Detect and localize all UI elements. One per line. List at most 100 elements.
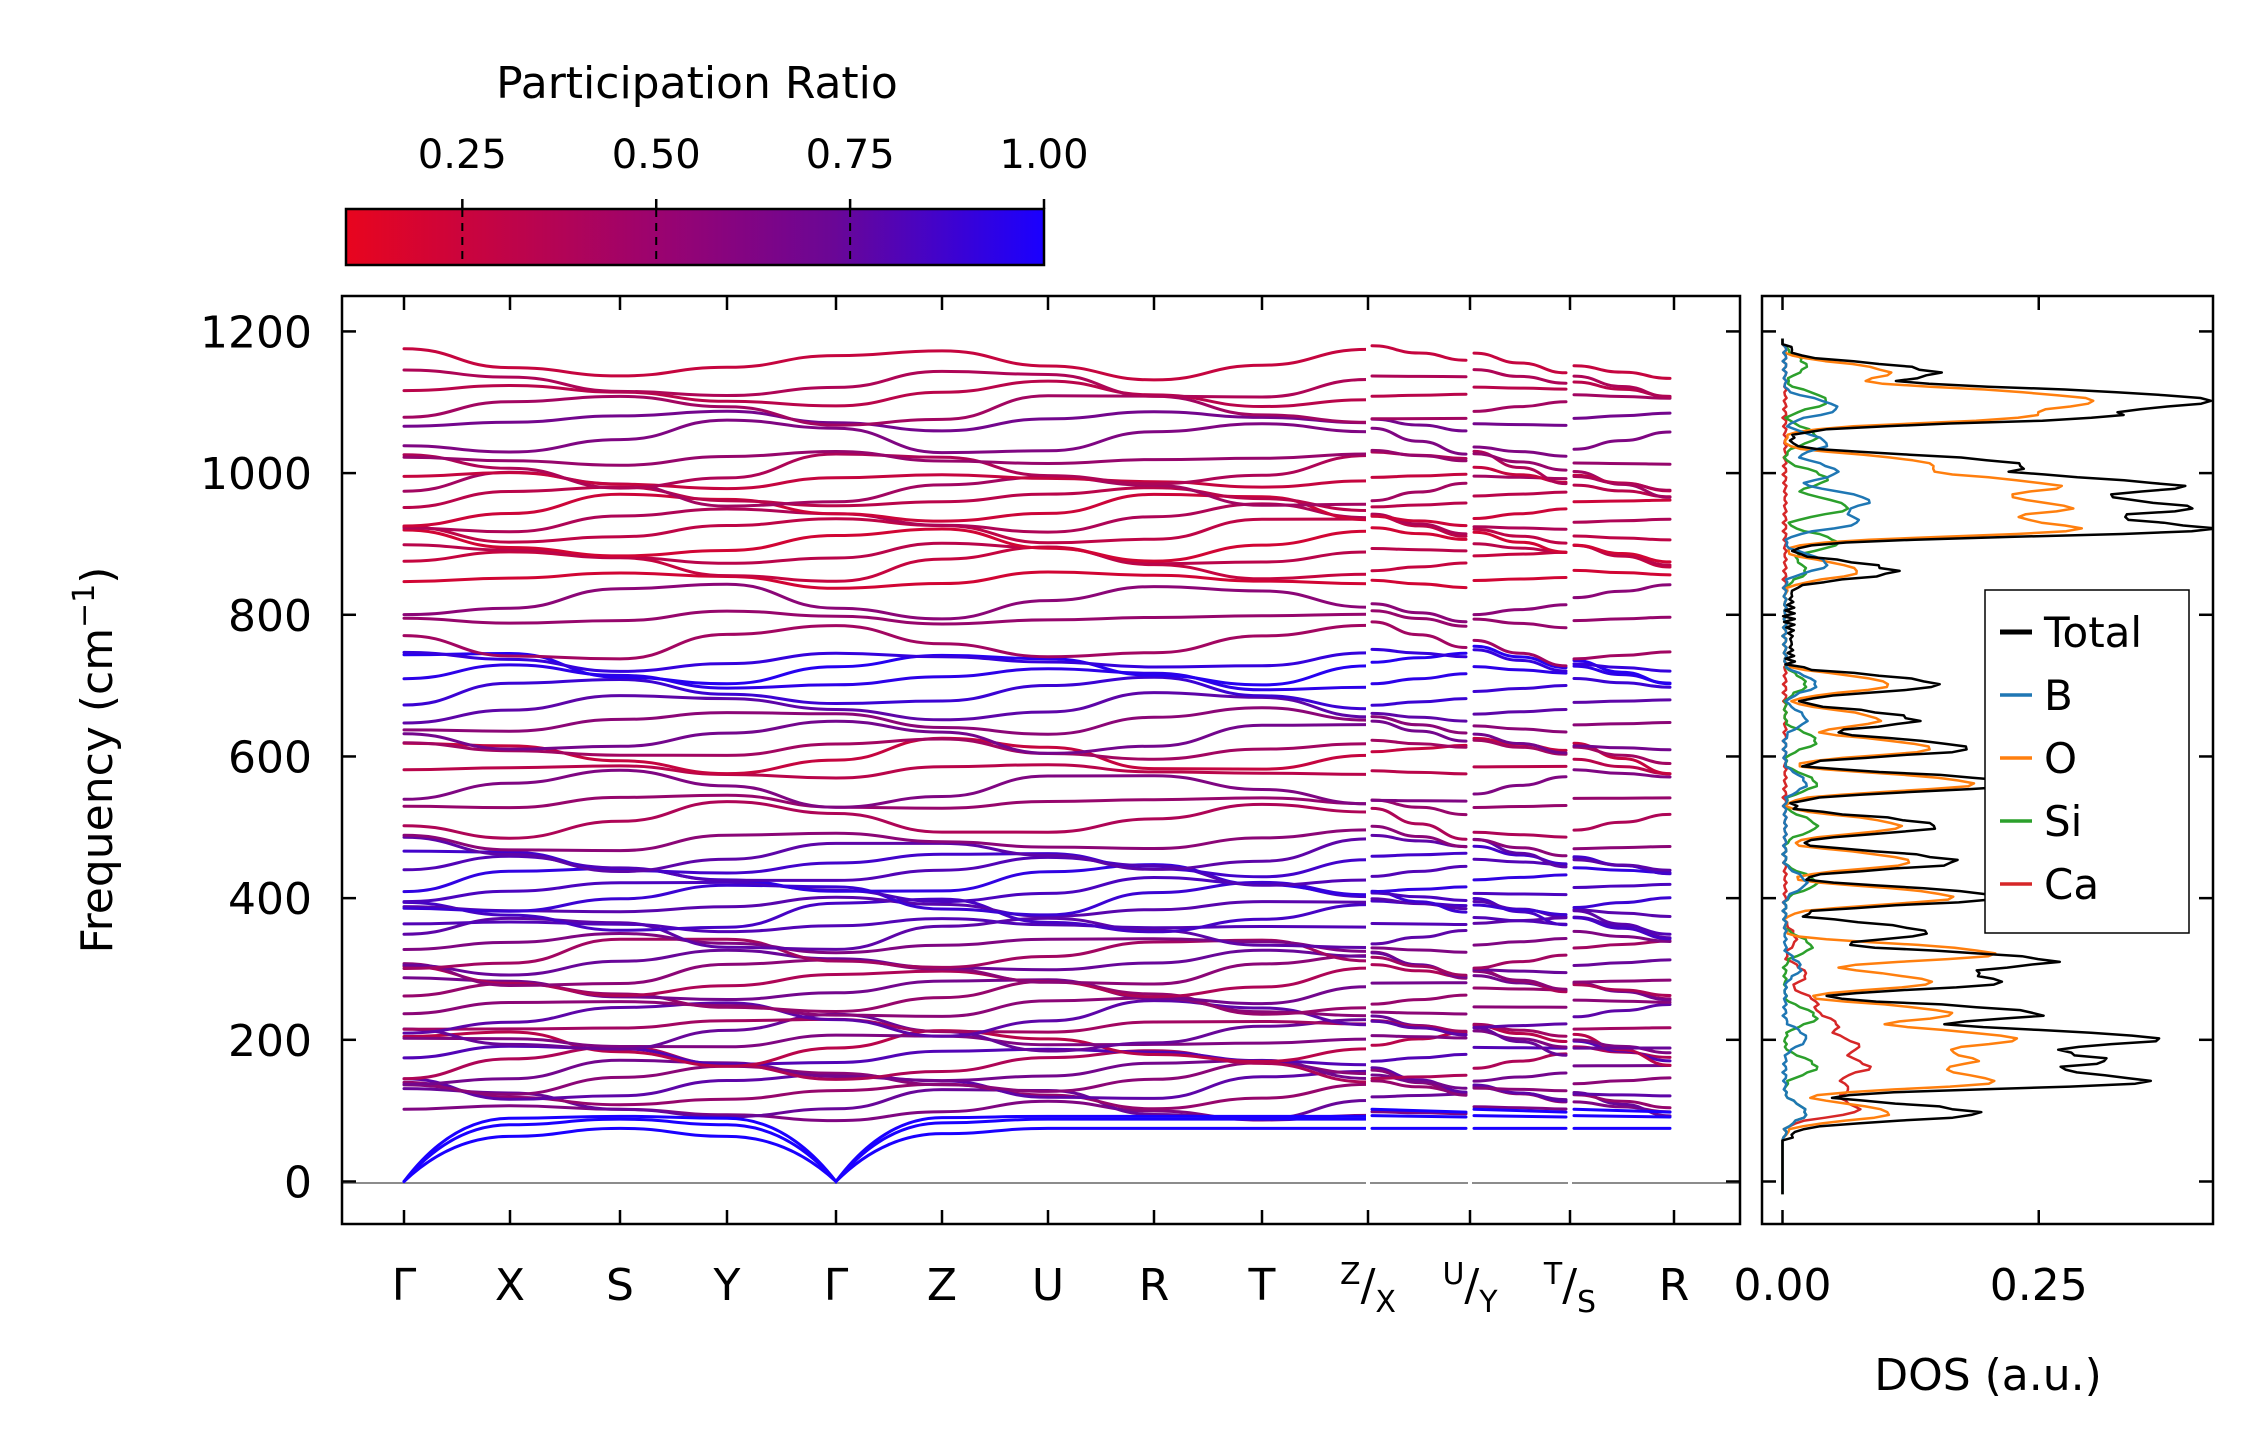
phonon-band xyxy=(1572,393,1672,400)
phonon-band xyxy=(1370,798,1468,803)
phonon-band xyxy=(1370,806,1468,841)
acoustic-branch xyxy=(1370,1107,1468,1114)
legend-label-b: B xyxy=(2044,671,2073,720)
phonon-band xyxy=(1572,882,1672,889)
phonon-band xyxy=(402,828,1370,853)
phonon-band xyxy=(1370,929,1468,946)
phonon-band xyxy=(1472,1071,1568,1083)
phonon-band xyxy=(1472,507,1568,520)
phonon-band xyxy=(402,409,1370,433)
dos-ca-curve xyxy=(1781,338,1872,1195)
phonon-band xyxy=(1370,1073,1468,1080)
phonon-band xyxy=(1572,1076,1672,1086)
phonon-band xyxy=(1572,1038,1672,1055)
phonon-band xyxy=(1472,953,1568,970)
phonon-band xyxy=(402,1017,1370,1034)
phonon-band xyxy=(1472,665,1568,675)
phonon-band xyxy=(1572,998,1672,1004)
phonon-band xyxy=(1572,659,1672,686)
acoustic-branch xyxy=(1472,1114,1568,1119)
phonon-band xyxy=(1572,568,1672,577)
band-structure-panel: 0 200 400 600 800 1000 1200 Γ X S Y Γ Z U R T Z/X U/Y T/S… xyxy=(67,294,2213,1320)
band-x-ticks: Γ X S Y Γ Z U R T Z/X U/Y T/S R xyxy=(392,296,1689,1320)
phonon-band xyxy=(1472,897,1568,927)
phonon-band xyxy=(402,1087,1370,1121)
acoustic-branch xyxy=(1472,1107,1568,1114)
legend-label-o: O xyxy=(2044,734,2077,783)
k-point-label: Z/X xyxy=(1340,1257,1396,1320)
k-point-label: R xyxy=(1139,1260,1170,1311)
phonon-band xyxy=(1370,1034,1468,1040)
phonon-band xyxy=(1472,351,1568,375)
phonon-band xyxy=(402,650,1370,673)
phonon-band xyxy=(1370,578,1468,590)
dos-legend: Total BO Si Ca xyxy=(1984,589,2190,934)
phonon-band xyxy=(1572,650,1672,661)
phonon-band xyxy=(1472,1105,1568,1111)
phonon-band xyxy=(1472,542,1568,554)
phonon-band xyxy=(1572,958,1672,967)
phonon-band xyxy=(1472,452,1568,472)
phonon-band xyxy=(402,895,1370,918)
phonon-band xyxy=(1572,744,1672,752)
phonon-band xyxy=(1472,764,1568,769)
k-point-label: U/Y xyxy=(1442,1257,1498,1320)
legend-label-total: Total xyxy=(2043,608,2142,657)
k-point-label: S xyxy=(606,1260,634,1311)
phonon-band xyxy=(1572,461,1672,466)
phonon-band xyxy=(1472,891,1568,897)
phonon-band xyxy=(1370,547,1468,553)
phonon-band xyxy=(1572,543,1672,567)
phonon-band xyxy=(402,706,1370,736)
phonon-band xyxy=(1472,1083,1568,1103)
phonon-band xyxy=(1370,1073,1468,1090)
colorbar-gradient xyxy=(344,207,1046,267)
phonon-band xyxy=(1370,344,1468,362)
phonon-band xyxy=(402,570,1370,590)
phonon-band xyxy=(1572,534,1672,542)
phonon-band xyxy=(1370,922,1468,926)
phonon-band xyxy=(1370,993,1468,1006)
phonon-band xyxy=(1370,609,1468,628)
phonon-band xyxy=(1472,525,1568,531)
phonon-band xyxy=(1370,501,1468,509)
phonon-band xyxy=(1370,1010,1468,1016)
phonon-band xyxy=(1472,385,1568,391)
phonon-band xyxy=(1472,617,1568,630)
phonon-band xyxy=(1572,916,1672,941)
phonon-band xyxy=(1370,647,1468,659)
phonon-band xyxy=(402,916,1370,951)
phonon-band xyxy=(1472,638,1568,668)
phonon-band xyxy=(402,737,1370,761)
phonon-band xyxy=(1472,527,1568,545)
phonon-band xyxy=(402,527,1370,563)
phonon-band xyxy=(1472,775,1568,796)
phonon-band xyxy=(1370,514,1468,528)
y-tick-label: 800 xyxy=(228,591,312,642)
dos-x-tick-label: 0.25 xyxy=(1990,1260,2088,1311)
phonon-band xyxy=(402,471,1370,491)
phonon-bands xyxy=(402,336,1672,1189)
phonon-band xyxy=(1370,1092,1468,1099)
phonon-band xyxy=(1370,891,1468,902)
phonon-band xyxy=(402,347,1370,382)
band-plot-frame xyxy=(340,294,1742,1226)
phonon-band xyxy=(1572,745,1672,765)
y-tick-label: 400 xyxy=(228,874,312,925)
phonon-band xyxy=(402,800,1370,840)
phonon-band xyxy=(1370,864,1468,878)
phonon-band xyxy=(1472,724,1568,734)
k-point-label: Z xyxy=(927,1260,957,1311)
phonon-band xyxy=(1370,561,1468,573)
legend-label-si: Si xyxy=(2044,797,2082,846)
dos-plot-frame xyxy=(1760,294,2215,1226)
phonon-band xyxy=(1572,812,1672,832)
phonon-band xyxy=(402,691,1370,725)
phonon-band xyxy=(402,875,1370,904)
phonon-band xyxy=(1472,738,1568,756)
phonon-band xyxy=(1472,830,1568,839)
colorbar-tick-label: 1.00 xyxy=(999,132,1088,178)
phonon-band xyxy=(1472,844,1568,866)
phonon-band xyxy=(1472,903,1568,917)
phonon-band xyxy=(1472,368,1568,385)
